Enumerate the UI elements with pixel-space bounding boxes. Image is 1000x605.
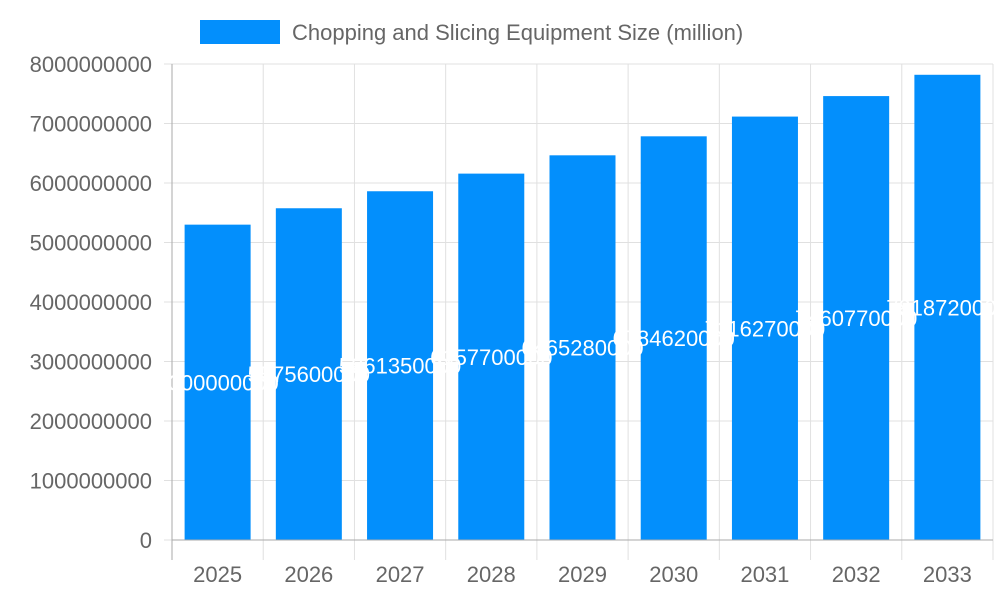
- x-tick-label: 2026: [284, 562, 333, 587]
- y-tick-label: 7000000000: [30, 112, 152, 137]
- y-tick-label: 1000000000: [30, 469, 152, 494]
- x-tick-label: 2028: [467, 562, 516, 587]
- data-label: 7818720000: [886, 295, 1000, 320]
- data-label: 5575600000: [248, 362, 370, 387]
- legend-label: Chopping and Slicing Equipment Size (mil…: [292, 20, 743, 45]
- y-tick-label: 4000000000: [30, 290, 152, 315]
- bar-2030[interactable]: [640, 136, 707, 540]
- data-labels: 5300000000557560000058613500006157700000…: [156, 295, 1000, 395]
- legend[interactable]: Chopping and Slicing Equipment Size (mil…: [200, 20, 743, 45]
- y-tick-label: 5000000000: [30, 231, 152, 256]
- data-label: 6157700000: [430, 345, 552, 370]
- bar-2031[interactable]: [731, 116, 798, 540]
- data-label: 6784620000: [613, 326, 735, 351]
- legend-swatch: [200, 20, 280, 44]
- data-label: 6465280000: [521, 336, 643, 361]
- data-label: 7460770000: [795, 306, 917, 331]
- y-tick-label: 0: [140, 528, 152, 553]
- x-tick-label: 2025: [193, 562, 242, 587]
- bar-2029[interactable]: [549, 155, 616, 540]
- x-tick-label: 2031: [740, 562, 789, 587]
- x-tick-label: 2030: [649, 562, 698, 587]
- bar-2033[interactable]: [914, 74, 981, 540]
- data-label: 7116270000: [705, 316, 826, 341]
- data-label: 5300000000: [156, 370, 278, 395]
- bar-2025[interactable]: [184, 224, 251, 540]
- x-tick-label: 2032: [832, 562, 881, 587]
- y-tick-label: 2000000000: [30, 409, 152, 434]
- x-tick-label: 2027: [376, 562, 425, 587]
- x-tick-label: 2033: [923, 562, 972, 587]
- bars: [184, 74, 981, 541]
- y-tick-label: 8000000000: [30, 52, 152, 77]
- axes: 0 1000000000 2000000000 3000000000 400000000…: [30, 52, 993, 587]
- y-tick-label: 6000000000: [30, 171, 152, 196]
- bar-2032[interactable]: [823, 96, 890, 541]
- bar-2028[interactable]: [458, 173, 525, 540]
- y-tick-label: 3000000000: [30, 350, 152, 375]
- bar-2027[interactable]: [367, 191, 434, 540]
- bar-2026[interactable]: [275, 208, 342, 540]
- x-tick-label: 2029: [558, 562, 607, 587]
- data-label: 5861350000: [339, 354, 461, 379]
